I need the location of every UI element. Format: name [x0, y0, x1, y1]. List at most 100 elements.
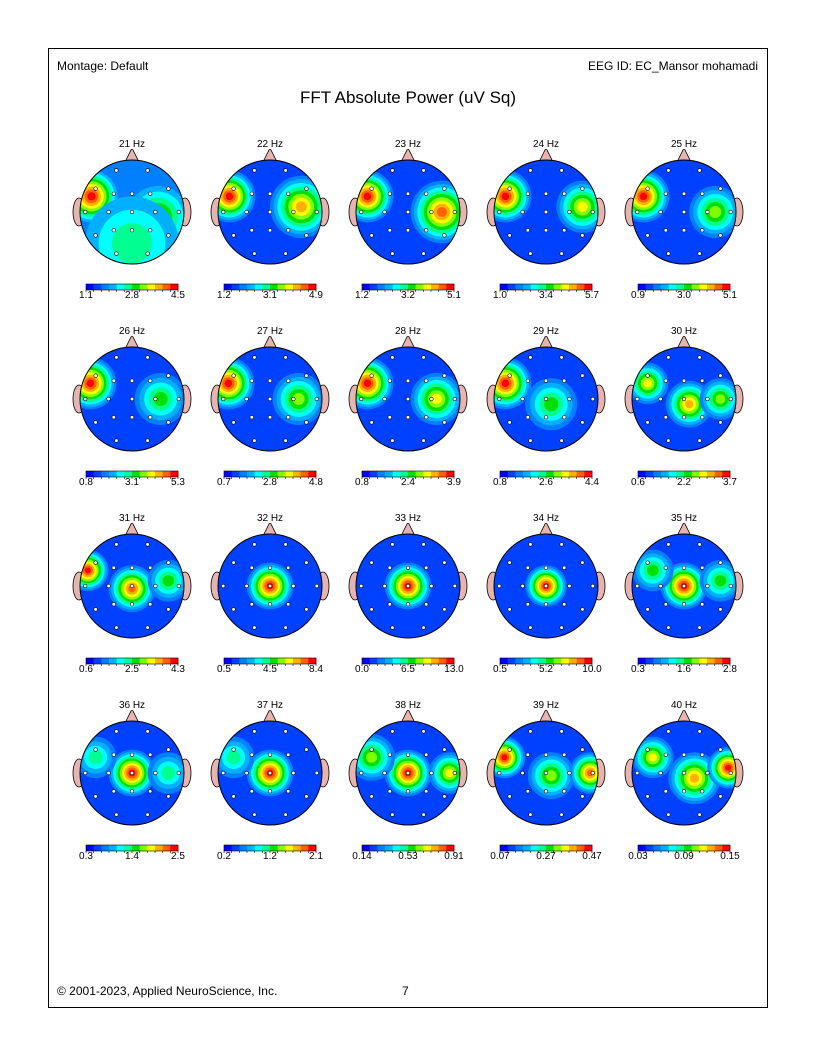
electrode	[421, 438, 426, 443]
electrode	[666, 542, 671, 547]
electrode	[452, 770, 457, 776]
electrode	[525, 565, 530, 570]
colorbar-tick-label: 0.0	[355, 664, 369, 675]
colorbar-cell	[285, 284, 294, 290]
electrode	[231, 794, 236, 799]
colorbar-cell	[247, 658, 255, 664]
electrode	[145, 438, 150, 443]
colorbar-cell	[116, 658, 125, 664]
electrode	[267, 583, 273, 589]
contour	[639, 192, 648, 201]
electrode	[249, 565, 254, 570]
colorbar-cell	[584, 845, 593, 851]
colorbar-tick-label: 3.4	[539, 290, 553, 301]
electrode	[129, 565, 135, 570]
colorbar-cell	[109, 845, 117, 851]
electrode	[390, 251, 395, 256]
colorbar-cell	[530, 845, 539, 851]
colorbar-cell	[661, 284, 669, 290]
electrode	[114, 729, 119, 734]
electrode	[148, 415, 153, 420]
topomap-title: 28 Hz	[394, 326, 422, 337]
electrode	[267, 191, 273, 196]
electrode	[93, 233, 98, 238]
colorbar-tick-label: 0.47	[582, 851, 602, 862]
topomap-title: 33 Hz	[394, 513, 422, 524]
colorbar-cell	[676, 658, 685, 664]
electrode	[145, 251, 150, 256]
colorbar-tick-label: 3.7	[723, 477, 737, 488]
electrode	[304, 420, 309, 425]
electrode	[681, 789, 687, 794]
electrode	[148, 191, 153, 196]
contour	[714, 575, 727, 587]
colorbar-cell	[93, 284, 102, 290]
electrode	[114, 542, 119, 547]
colorbar-cell	[93, 845, 102, 851]
electrode	[148, 752, 153, 757]
electrode	[421, 542, 426, 547]
colorbar-cell	[515, 845, 524, 851]
colorbar-cell	[162, 471, 171, 477]
topomap: 35 Hz 0.3 1.6 2.8	[614, 513, 754, 693]
contour	[725, 764, 732, 771]
electrode	[405, 583, 411, 589]
electrode	[111, 565, 116, 570]
electrode	[705, 583, 710, 589]
colorbar-tick-label: 10.0	[582, 664, 602, 675]
colorbar-cell	[116, 845, 125, 851]
colorbar-cell	[668, 284, 677, 290]
electrode	[129, 583, 135, 589]
electrode	[543, 396, 549, 402]
colorbar-cell	[699, 845, 708, 851]
electrode	[663, 378, 668, 383]
colorbar-cell	[139, 284, 148, 290]
colorbar-cell	[676, 471, 685, 477]
electrode	[166, 186, 171, 191]
electrode	[424, 415, 429, 420]
electrode	[543, 602, 549, 607]
colorbar-cell	[507, 845, 516, 851]
topomap: 39 Hz 0.07 0.27 0.47	[476, 700, 616, 880]
colorbar-tick-label: 1.2	[217, 290, 231, 301]
colorbar-cell	[109, 658, 117, 664]
electrode	[111, 228, 116, 233]
colorbar-cell	[293, 658, 301, 664]
electrode	[283, 251, 288, 256]
colorbar-cell	[722, 658, 731, 664]
electrode	[666, 438, 671, 443]
topomap: 31 Hz 0.6 2.5 4.3	[62, 513, 202, 693]
electrode	[145, 729, 150, 734]
electrode	[507, 747, 512, 752]
electrode	[718, 747, 723, 752]
colorbar-cell	[262, 658, 271, 664]
electrode	[507, 560, 512, 565]
colorbar-cell	[155, 658, 163, 664]
electrode	[283, 542, 288, 547]
electrode	[697, 812, 702, 817]
electrode	[231, 186, 236, 191]
electrode	[663, 752, 668, 757]
colorbar-tick-label: 1.6	[677, 664, 691, 675]
colorbar-cell	[392, 658, 401, 664]
colorbar-cell	[132, 845, 140, 851]
electrode	[249, 191, 254, 196]
electrode	[106, 396, 111, 402]
electrode	[681, 583, 687, 589]
electrode	[129, 228, 135, 233]
electrode	[528, 812, 533, 817]
electrode	[645, 186, 650, 191]
electrode	[562, 752, 567, 757]
electrode	[442, 373, 447, 378]
contour	[87, 192, 96, 201]
colorbar-cell	[116, 471, 125, 477]
electrode	[658, 209, 663, 215]
electrode	[314, 583, 319, 589]
electrode	[267, 565, 273, 570]
electrode	[129, 209, 135, 215]
topomap-title: 25 Hz	[670, 139, 698, 150]
electrode	[129, 191, 135, 196]
electrode	[559, 168, 564, 173]
colorbar-cell	[553, 845, 562, 851]
electrode	[286, 752, 291, 757]
